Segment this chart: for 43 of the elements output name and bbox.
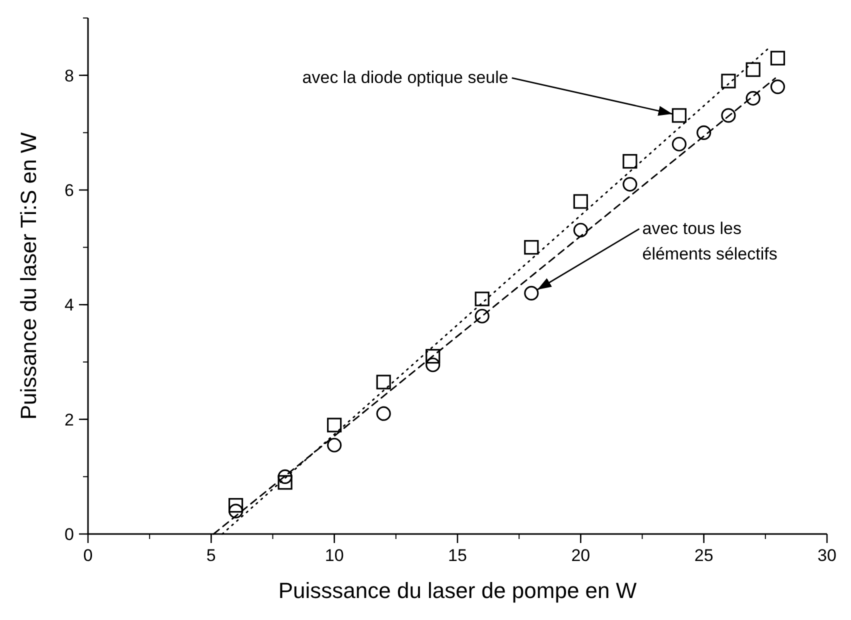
point [474, 292, 490, 306]
x-tick-label: 10 [324, 546, 344, 565]
x-tick-label: 5 [206, 546, 216, 565]
x-tick-label: 25 [694, 546, 714, 565]
x-tick-label: 30 [818, 546, 836, 565]
point [746, 90, 760, 106]
point [721, 74, 736, 88]
point [721, 108, 736, 123]
point [524, 240, 539, 255]
point [474, 308, 490, 324]
point [770, 80, 786, 94]
point [573, 222, 588, 238]
point [672, 108, 686, 123]
point [228, 498, 244, 513]
x-axis-title: Puisssance du laser de pompe en W [278, 578, 637, 603]
point [327, 418, 342, 432]
point [696, 125, 712, 140]
annotation: avec la diode optique seule [302, 68, 508, 87]
y-tick-label: 2 [64, 410, 74, 430]
x-tick-label: 20 [571, 546, 590, 565]
point [622, 154, 638, 169]
y-tick-label: 8 [64, 66, 74, 86]
x-tick-label: 0 [83, 546, 93, 565]
x-tick-label: 15 [448, 546, 467, 565]
point [770, 50, 786, 66]
point [573, 194, 588, 209]
point [278, 475, 292, 490]
point [278, 469, 292, 484]
point [228, 504, 244, 518]
point [622, 176, 638, 192]
point [524, 286, 539, 300]
point [746, 62, 760, 77]
y-tick-label: 0 [64, 524, 74, 544]
point [376, 406, 391, 421]
point [376, 374, 391, 390]
y-axis-title: Puissance du laser Ti:S en W [16, 132, 41, 420]
y-tick-label: 4 [64, 296, 74, 315]
point [327, 438, 342, 452]
y-tick-label: 6 [64, 180, 74, 200]
point [426, 358, 440, 372]
annotation: avec tous les éléments sélectifs [642, 219, 778, 264]
point [672, 136, 686, 152]
point [426, 348, 440, 364]
